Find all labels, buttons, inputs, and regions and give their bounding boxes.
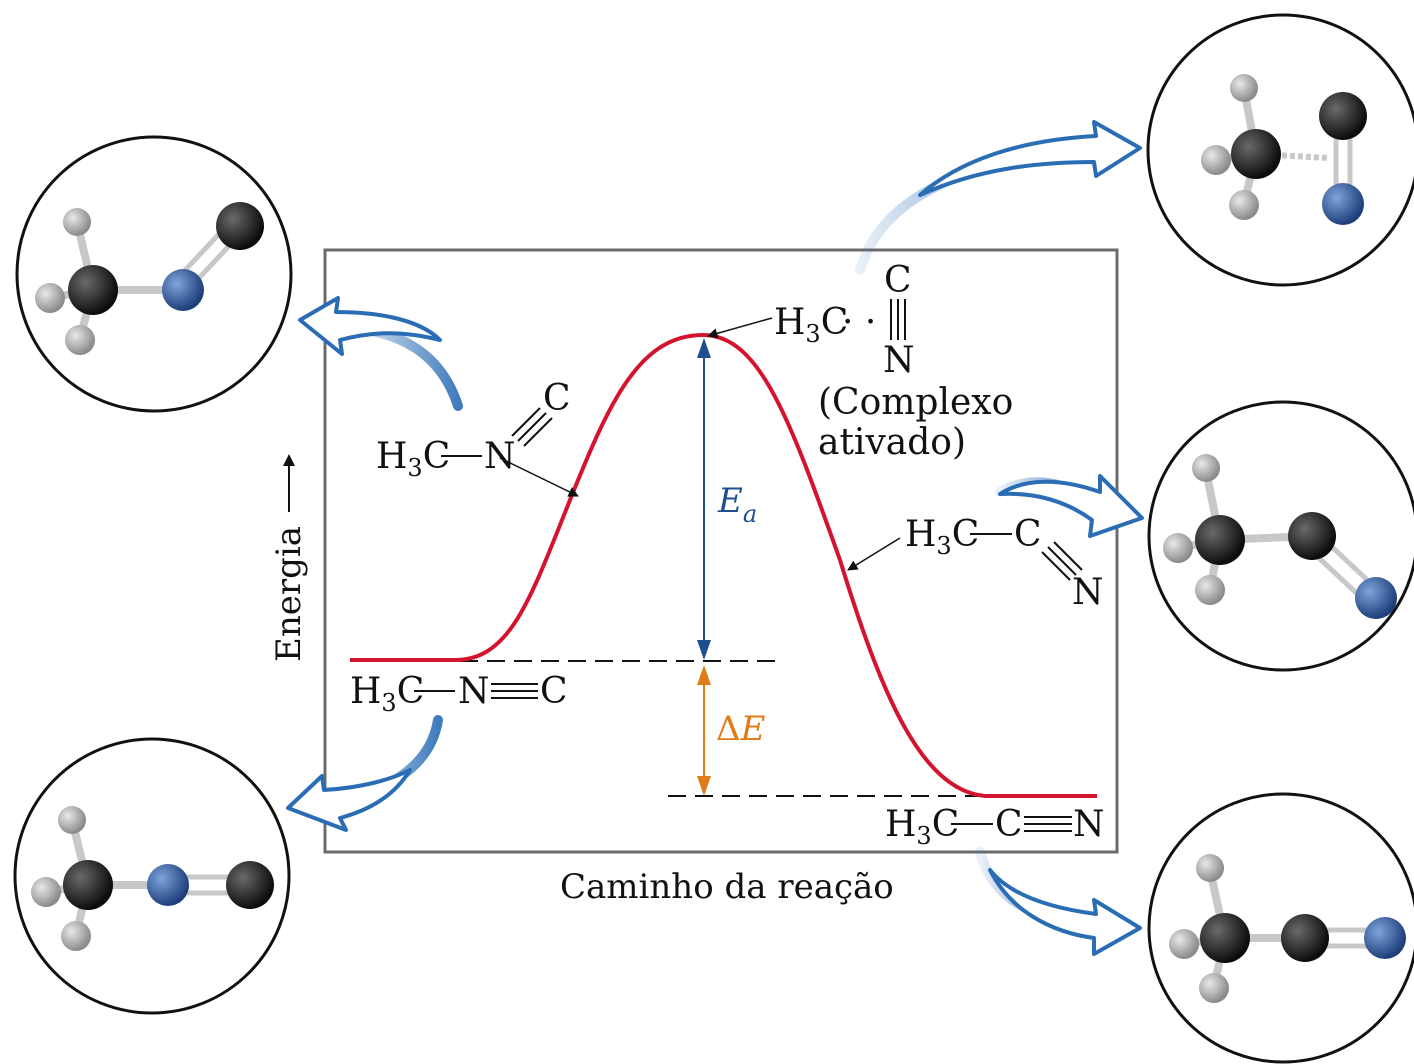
diagram-frame bbox=[323, 248, 1119, 854]
ea-label: Ea bbox=[717, 481, 757, 528]
svg-text:C: C bbox=[995, 804, 1023, 845]
molecule-circle-reactant bbox=[13, 737, 291, 1015]
activated-complex-caption-1: (Complexo bbox=[818, 382, 1013, 423]
svg-text:C: C bbox=[540, 671, 568, 712]
svg-text:N: N bbox=[1072, 572, 1104, 613]
callout-arrow-upper-right bbox=[855, 120, 1142, 275]
x-axis-label: Caminho da reação bbox=[560, 867, 894, 907]
svg-text:H3C: H3C bbox=[350, 671, 424, 717]
bent-isocyanide-formula: H3C N C bbox=[376, 378, 579, 497]
molecule-circle-bent-nitrile bbox=[1147, 400, 1414, 672]
activated-complex-formula: H3C · · C N (Complexo ativado) bbox=[706, 260, 1013, 463]
y-axis-arrow-head bbox=[283, 454, 295, 466]
callout-arrow-upper-left bbox=[298, 296, 463, 411]
svg-text:C: C bbox=[543, 378, 571, 419]
y-axis-label-group: Energia bbox=[269, 454, 309, 662]
svg-text:C: C bbox=[1014, 514, 1042, 555]
molecule-circle-activated-complex bbox=[1146, 13, 1414, 287]
ea-arrow-head-bottom bbox=[697, 640, 711, 660]
svg-text:C: C bbox=[884, 260, 912, 301]
ea-arrow-head-top bbox=[697, 338, 711, 358]
molecule-circle-bent-isocyanide bbox=[15, 135, 293, 413]
delta-e-label: ΔE bbox=[716, 709, 766, 749]
svg-text:N: N bbox=[458, 671, 490, 712]
callout-arrow-middle-right bbox=[995, 474, 1144, 538]
svg-text:N: N bbox=[484, 436, 516, 477]
callout-arrow-lower-left bbox=[286, 715, 443, 832]
delta-e-arrow-head-top bbox=[697, 665, 711, 685]
callout-arrow-lower-right bbox=[975, 847, 1142, 956]
reactant-formula: H3C N C bbox=[350, 671, 568, 717]
svg-text:H3C: H3C bbox=[774, 302, 848, 348]
delta-e-arrow-head-bottom bbox=[697, 776, 711, 796]
molecule-circle-product bbox=[1147, 792, 1414, 1064]
svg-text:· ·: · · bbox=[842, 302, 876, 343]
svg-text:H3C: H3C bbox=[885, 804, 959, 850]
svg-text:N: N bbox=[1073, 804, 1105, 845]
bent-nitrile-formula: H3C C N bbox=[847, 514, 1104, 613]
product-formula: H3C C N bbox=[885, 804, 1105, 850]
activated-complex-caption-2: ativado) bbox=[818, 422, 966, 463]
svg-text:H3C: H3C bbox=[905, 514, 979, 560]
svg-text:H3C: H3C bbox=[376, 436, 450, 482]
y-axis-label: Energia bbox=[269, 526, 309, 662]
svg-text:N: N bbox=[883, 340, 915, 381]
